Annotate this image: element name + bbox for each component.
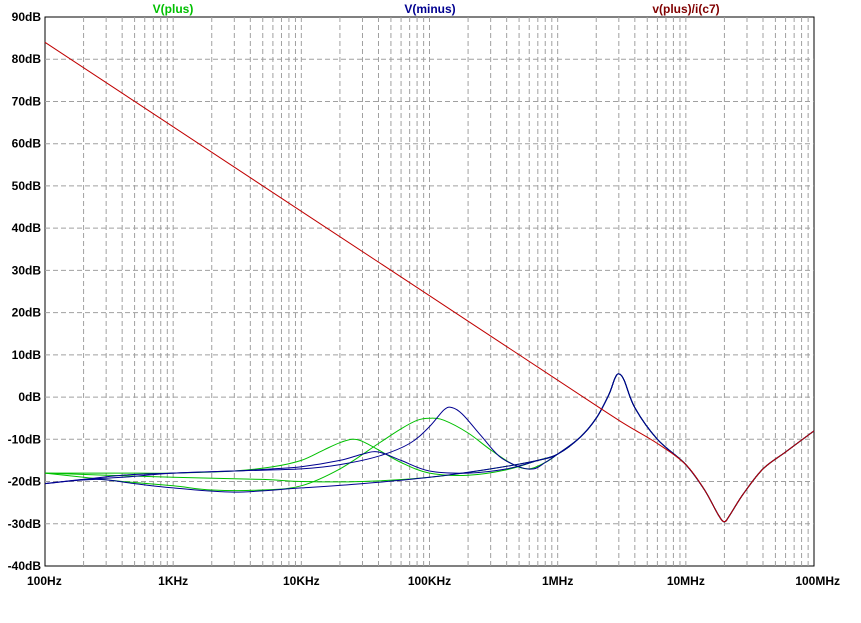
y-tick-label: -40dB <box>8 559 42 573</box>
x-tick-label: 100MHz <box>795 574 840 588</box>
legend: V(plus) V(minus) v(plus)/i(c7) <box>153 2 720 16</box>
y-tick-label: 10dB <box>12 348 42 362</box>
x-tick-label: 100Hz <box>27 574 62 588</box>
y-tick-label: 20dB <box>12 306 42 320</box>
y-tick-label: -20dB <box>8 475 42 489</box>
y-tick-label: 70dB <box>12 94 42 108</box>
x-tick-label: 10KHz <box>283 574 320 588</box>
series-line-v-plus-i-c7 <box>44 41 815 523</box>
y-tick-label: 50dB <box>12 179 42 193</box>
y-axis-ticks: 90dB 80dB 70dB 60dB 50dB 40dB 30dB 20dB 10dB 0dB -… <box>8 10 42 573</box>
legend-item: V(plus) <box>153 2 194 16</box>
y-tick-label: 0dB <box>18 390 41 404</box>
y-tick-label: 30dB <box>12 263 42 277</box>
y-tick-label: -30dB <box>8 517 42 531</box>
x-tick-label: 10MHz <box>667 574 705 588</box>
x-tick-label: 100KHz <box>408 574 451 588</box>
curves <box>44 41 815 523</box>
y-tick-label: 40dB <box>12 221 42 235</box>
y-tick-label: 60dB <box>12 137 42 151</box>
x-tick-label: 1MHz <box>542 574 573 588</box>
y-tick-label: 90dB <box>12 10 42 24</box>
x-axis-ticks: 100Hz 1KHz 10KHz 100KHz 1MHz 10MHz 100MHz <box>27 574 840 588</box>
legend-item: V(minus) <box>404 2 455 16</box>
y-tick-label: 80dB <box>12 52 42 66</box>
x-tick-label: 1KHz <box>158 574 188 588</box>
legend-item: v(plus)/i(c7) <box>652 2 719 16</box>
y-tick-label: -10dB <box>8 432 42 446</box>
